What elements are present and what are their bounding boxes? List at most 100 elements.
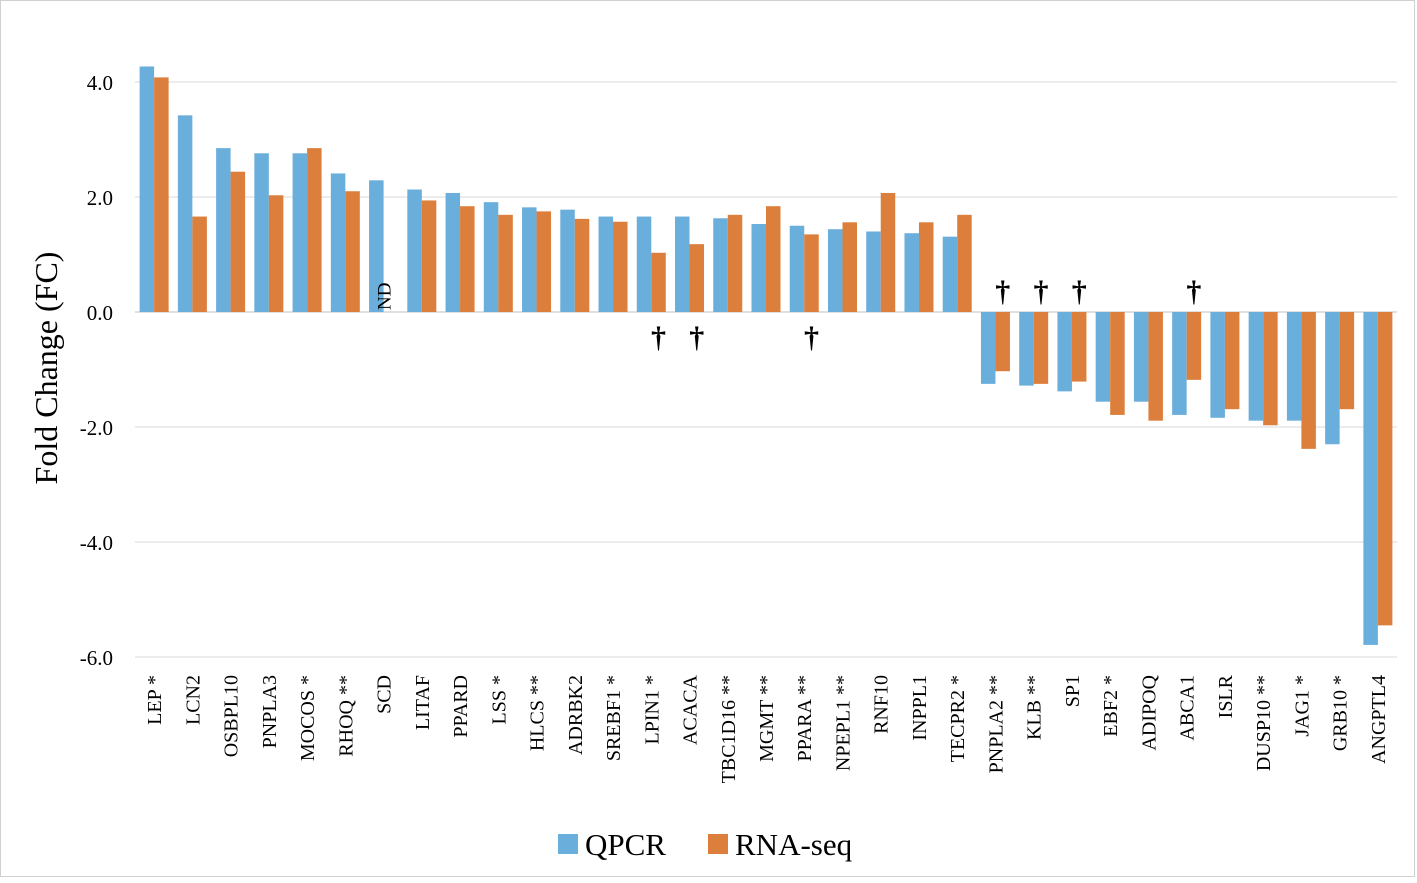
bar-qpcr: [1363, 312, 1378, 645]
legend: QPCR RNA-seq: [558, 827, 852, 862]
legend-swatch-qpcr: [558, 834, 578, 854]
bar-rna-seq: [345, 191, 360, 312]
bar-rna-seq: [842, 222, 857, 312]
bar-qpcr: [254, 153, 269, 312]
x-tick-label: PNPLA3: [259, 675, 281, 748]
bar-qpcr: [904, 233, 919, 312]
x-tick-label: DUSP10 **: [1253, 675, 1275, 771]
bar-qpcr: [1248, 312, 1264, 421]
bar-qpcr: [866, 231, 881, 312]
x-tick-label: ADIPOQ: [1138, 674, 1160, 750]
bar-qpcr: [1133, 312, 1149, 402]
x-tick-label: ACACA: [680, 674, 702, 745]
x-tick-label: PPARD: [450, 675, 472, 738]
x-tick-label: TBC1D16 **: [718, 675, 740, 783]
x-tick-label: MOCOS *: [297, 675, 319, 761]
bar-rna-seq: [727, 214, 743, 312]
legend-label-rna-seq: RNA-seq: [735, 827, 852, 862]
x-tick-label: LPIN1 *: [641, 675, 663, 744]
x-tick-label: ABCA1: [1177, 675, 1199, 741]
x-tick-label: PNPLA2 **: [985, 675, 1007, 773]
x-tick-label: SCD: [374, 675, 396, 714]
x-tick-label: OSBPL10: [221, 675, 243, 757]
bar-qpcr: [789, 225, 805, 312]
x-tick-label: LSS *: [488, 675, 510, 724]
bar-rna-seq: [651, 252, 666, 312]
bar-rna-seq: [1186, 312, 1202, 380]
legend-label-qpcr: QPCR: [585, 827, 666, 862]
y-tick-labels: 4.0 2.0 0.0 -2.0 -4.0 -6.0: [80, 71, 113, 670]
bar-qpcr: [598, 216, 614, 312]
bar-rna-seq: [1301, 312, 1316, 449]
x-tick-label: ANGPTL4: [1368, 675, 1390, 764]
y-axis-label: Fold Change (FC): [28, 252, 64, 485]
bar-rna-seq: [689, 244, 705, 312]
x-tick-label: ADRBK2: [565, 675, 587, 755]
bar-rna-seq: [1110, 312, 1125, 415]
y-tick-label: 0.0: [87, 301, 113, 325]
bar-rna-seq: [230, 171, 246, 312]
bar-qpcr: [827, 229, 843, 312]
bar-qpcr: [445, 192, 461, 312]
bar-rna-seq: [154, 77, 169, 313]
bar-rna-seq: [1148, 312, 1163, 421]
x-tick-label: GRB10 *: [1330, 675, 1352, 751]
bar-qpcr: [1172, 312, 1187, 415]
bar-rna-seq: [995, 312, 1010, 372]
bar-qpcr: [522, 207, 537, 312]
bar-rna-seq: [536, 211, 552, 312]
bar-rna-seq: [268, 195, 284, 312]
bar-qpcr: [1325, 312, 1340, 445]
annotation-dagger: †: [689, 321, 704, 354]
bar-qpcr: [483, 202, 499, 312]
bar-qpcr: [636, 216, 652, 312]
x-tick-label: LITAF: [412, 675, 434, 730]
bar-qpcr: [292, 153, 308, 312]
x-tick-label: NPEPL1 **: [832, 675, 854, 771]
x-tick-label: RHOQ **: [335, 675, 357, 757]
bar-qpcr: [407, 189, 422, 312]
bar-rna-seq: [1263, 312, 1278, 426]
bar-qpcr: [675, 216, 690, 312]
bar-qpcr: [560, 209, 575, 312]
bar-rna-seq: [498, 214, 513, 312]
bar-qpcr: [1286, 312, 1302, 421]
bar-rna-seq: [192, 216, 207, 312]
x-tick-label: HLCS **: [527, 675, 549, 751]
bar-rna-seq: [574, 218, 590, 312]
annotation-dagger: †: [804, 321, 819, 354]
bar-qpcr: [713, 218, 728, 312]
y-tick-label: -2.0: [80, 416, 113, 440]
x-tick-label: ISLR: [1215, 674, 1237, 718]
bar-qpcr: [1210, 312, 1225, 418]
bar-qpcr: [216, 148, 231, 312]
x-tick-label: RNF10: [871, 675, 893, 734]
bar-rna-seq: [1377, 312, 1393, 626]
bar-qpcr: [139, 66, 155, 312]
bar-rna-seq: [1071, 312, 1087, 382]
bar-rna-seq: [766, 206, 781, 312]
y-tick-label: -6.0: [80, 646, 113, 670]
bar-qpcr: [1095, 312, 1111, 402]
x-tick-label: INPPL1: [909, 675, 931, 741]
bar-qpcr: [980, 312, 996, 384]
bar-rna-seq: [1339, 312, 1355, 410]
bar-rna-seq: [880, 192, 896, 312]
bar-qpcr: [177, 115, 193, 312]
bar-rna-seq: [1224, 312, 1240, 410]
x-tick-label: KLB **: [1024, 675, 1046, 740]
bar-qpcr: [330, 173, 346, 312]
bar-rna-seq: [613, 221, 628, 312]
annotation-dagger: †: [1033, 275, 1048, 308]
annotation-dagger: †: [1072, 275, 1087, 308]
annotations: ND † † † † † † †: [375, 275, 1202, 354]
bar-rna-seq: [460, 206, 475, 312]
bar-rna-seq: [804, 234, 819, 312]
bar-qpcr: [369, 180, 384, 312]
x-tick-label: SREBF1 *: [603, 675, 625, 761]
y-tick-label: 2.0: [87, 186, 113, 210]
x-tick-label: TECPR2 *: [947, 675, 969, 762]
bar-qpcr: [1057, 312, 1072, 392]
